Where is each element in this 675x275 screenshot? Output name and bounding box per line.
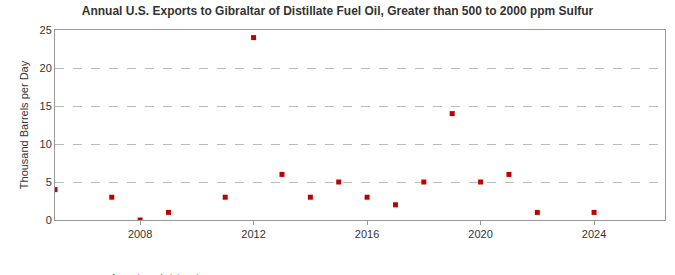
svg-text:Source: U.S. Energy Informatio: Source: U.S. Energy Information Administ…	[20, 273, 209, 275]
svg-text:15: 15	[40, 100, 52, 112]
svg-text:25: 25	[40, 24, 52, 36]
svg-text:0: 0	[46, 214, 52, 226]
svg-text:2020: 2020	[468, 228, 492, 240]
svg-text:2024: 2024	[582, 228, 606, 240]
svg-text:10: 10	[40, 138, 52, 150]
svg-text:2012: 2012	[241, 228, 265, 240]
svg-text:2016: 2016	[355, 228, 379, 240]
svg-text:Thousand Barrels per Day: Thousand Barrels per Day	[18, 60, 30, 189]
svg-text:2008: 2008	[128, 228, 152, 240]
svg-text:Annual U.S. Exports to Gibralt: Annual U.S. Exports to Gibraltar of Dist…	[82, 4, 594, 18]
svg-text:5: 5	[46, 176, 52, 188]
svg-text:20: 20	[40, 62, 52, 74]
